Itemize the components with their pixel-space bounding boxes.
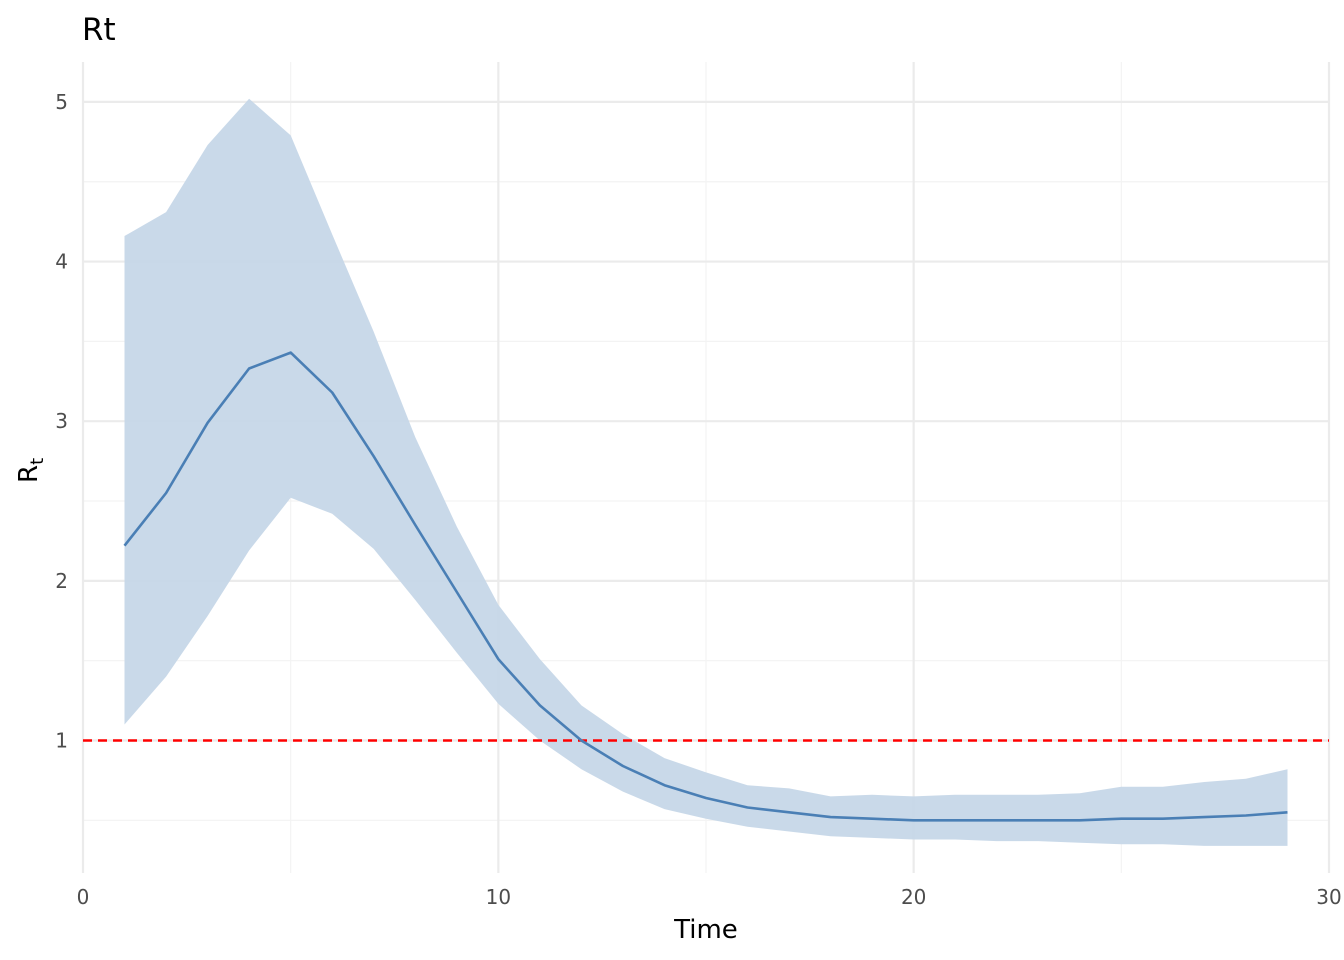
credible-interval-band xyxy=(124,98,1288,846)
x-axis-title: Time xyxy=(673,915,738,945)
chart-title: Rt xyxy=(82,12,116,48)
y-axis-title-subscript: t xyxy=(27,458,48,465)
y-axis-tick-labels: 1 2 3 4 5 xyxy=(55,90,68,753)
y-axis-title-main: R xyxy=(14,465,44,483)
y-axis-title: Rt xyxy=(14,458,48,483)
y-tick-label: 2 xyxy=(55,569,68,593)
x-tick-label: 20 xyxy=(901,885,926,909)
rt-estimate-line xyxy=(123,351,1288,822)
y-tick-label: 5 xyxy=(55,90,68,114)
x-tick-label: 30 xyxy=(1316,885,1341,909)
y-tick-label: 1 xyxy=(55,728,68,752)
x-tick-label: 10 xyxy=(486,885,511,909)
x-tick-label: 0 xyxy=(77,885,90,909)
y-tick-label: 3 xyxy=(55,409,68,433)
y-tick-label: 4 xyxy=(55,250,68,274)
x-axis-tick-labels: 0 10 20 30 xyxy=(77,885,1342,909)
